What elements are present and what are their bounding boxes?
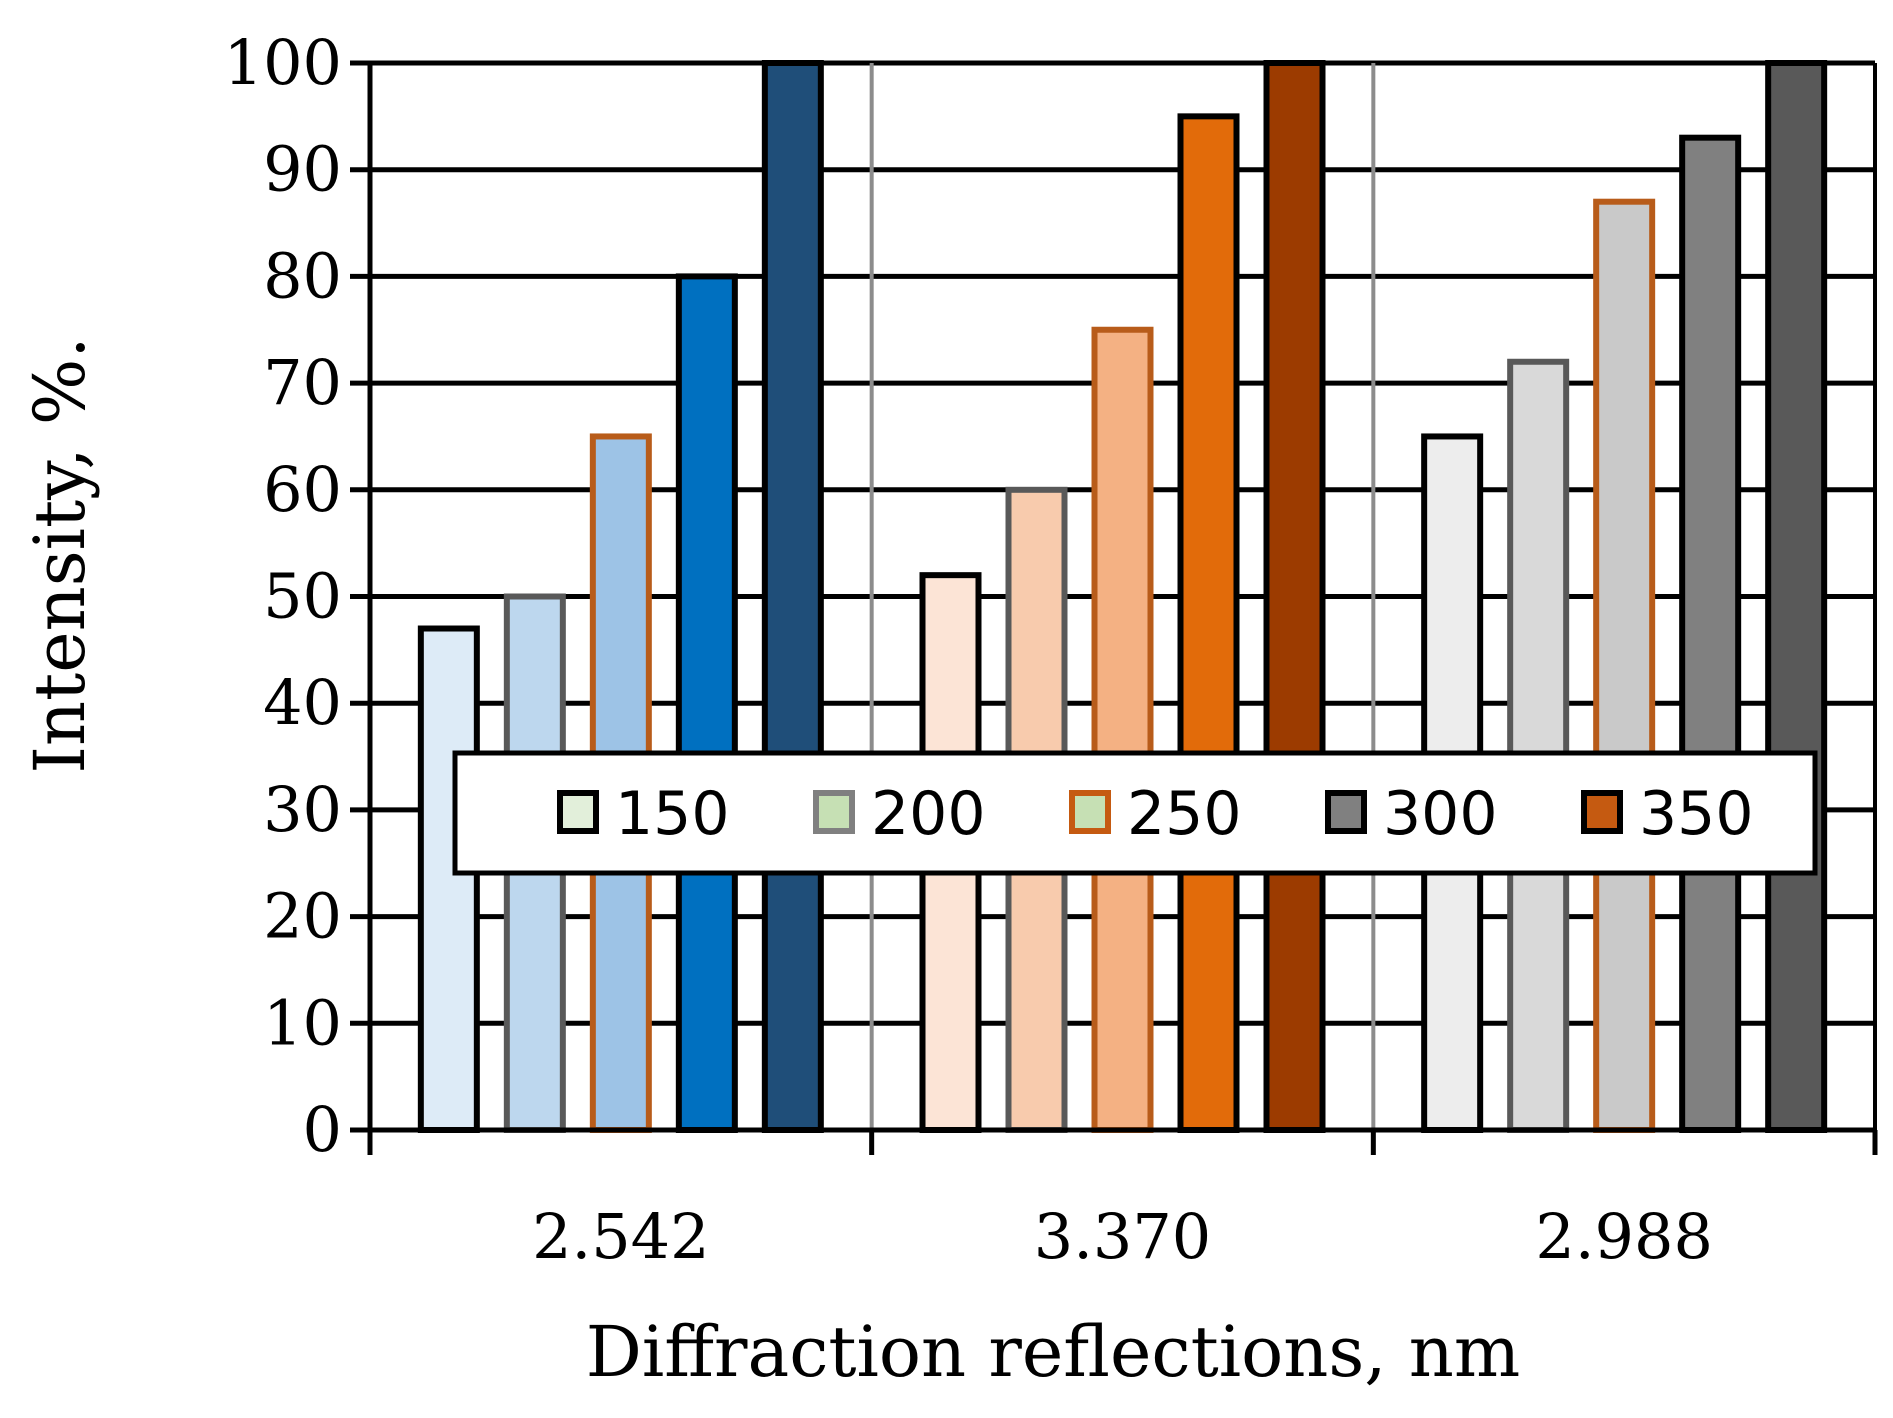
bar-150-2.542 [417, 625, 480, 1133]
x-tick-label: 3.370 [1034, 1200, 1212, 1273]
axes [350, 63, 1878, 1155]
x-tick-label: 2.988 [1535, 1200, 1713, 1273]
legend-swatch-300 [1325, 790, 1367, 834]
x-tick-label: 2.542 [532, 1200, 710, 1273]
bar-350-2.988 [1765, 60, 1828, 1133]
y-tick-label: 60 [263, 453, 342, 526]
bar-250-3.370 [1091, 326, 1154, 1133]
y-tick-label: 40 [263, 666, 342, 739]
y-tick-label: 0 [303, 1093, 342, 1166]
y-tick-label: 80 [263, 239, 342, 312]
bars [417, 60, 1828, 1134]
legend-swatch-350 [1581, 790, 1623, 834]
legend-swatch-150 [557, 790, 599, 834]
legend-label-350: 350 [1639, 779, 1754, 849]
y-tick-label: 20 [263, 880, 342, 953]
bar-200-2.988 [1507, 358, 1570, 1133]
bar-300-3.370 [1177, 113, 1240, 1134]
y-axis-title: Intensity, %. [19, 336, 101, 773]
y-tick-label: 70 [263, 346, 342, 419]
bar-350-3.370 [1263, 60, 1326, 1133]
legend-label-250: 250 [1127, 779, 1242, 849]
x-axis-title: Diffraction reflections, nm [586, 1311, 1520, 1393]
legend-label-200: 200 [871, 779, 986, 849]
legend-items: 150 200 250 300 350 [557, 779, 1754, 849]
bar-250-2.988 [1593, 198, 1656, 1133]
bar-300-2.542 [675, 273, 738, 1133]
y-tick-labels: 0 10 20 30 40 50 60 70 80 90 100 [224, 26, 342, 1166]
y-tick-label: 30 [263, 773, 342, 846]
y-tick-label: 100 [224, 26, 342, 99]
y-tick-label: 90 [263, 133, 342, 206]
bar-300-2.988 [1679, 134, 1742, 1133]
legend-swatch-250 [1069, 790, 1111, 834]
category-separators [869, 63, 1877, 1130]
bar-350-2.542 [761, 60, 824, 1133]
legend: 150 200 250 300 350 [452, 750, 1818, 876]
legend-label-150: 150 [615, 779, 730, 849]
y-tick-label: 50 [263, 560, 342, 633]
y-tick-label: 10 [263, 986, 342, 1059]
x-tick-labels: 2.542 3.370 2.988 [532, 1200, 1713, 1273]
legend-label-300: 300 [1383, 779, 1498, 849]
legend-swatch-200 [813, 790, 855, 834]
